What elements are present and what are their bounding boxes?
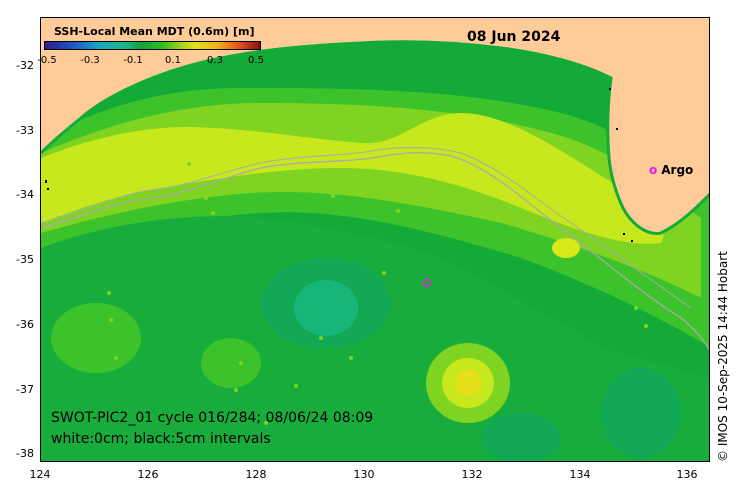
x-tick-label: 136 (676, 468, 698, 481)
y-tick-label: -37 (16, 383, 34, 396)
land-australia (41, 18, 709, 234)
argo-legend-label: Argo (661, 163, 694, 177)
x-tick-label: 132 (461, 468, 483, 481)
colorbar-tick: -0.1 (123, 55, 143, 66)
date-label: 08 Jun 2024 (467, 29, 561, 45)
colorbar-tick: 0.1 (165, 55, 181, 66)
x-tick-label: 128 (245, 468, 267, 481)
field-teal-se (601, 368, 681, 458)
y-tick-label: -38 (16, 447, 34, 460)
field-teal-s (481, 413, 561, 461)
colorbar-tick: -0.3 (80, 55, 100, 66)
colorbar-tick: -0.5 (37, 55, 57, 66)
field-patch-sw (51, 303, 141, 373)
field-yellow-spot-east (552, 238, 580, 258)
y-tick-label: -35 (16, 253, 34, 266)
coast-shelf-edge (41, 40, 709, 235)
isobath-contour-2 (41, 147, 692, 309)
field-patch-w (201, 338, 261, 388)
colorbar: SSH-Local Mean MDT (0.6m) [m] -0.5 -0.3 … (37, 25, 264, 67)
argo-legend: o Argo (649, 163, 693, 177)
x-tick-label: 134 (569, 468, 591, 481)
y-tick-label: -36 (16, 318, 34, 331)
field-deep-south (41, 216, 709, 461)
x-tick-label: 124 (29, 468, 51, 481)
contour-interval-info: white:0cm; black:5cm intervals (51, 431, 271, 447)
ssh-map (41, 18, 709, 461)
colorbar-tick: 0.5 (248, 55, 264, 66)
x-tick-label: 130 (353, 468, 375, 481)
map-plot-area[interactable] (40, 17, 710, 462)
island-specks (45, 88, 633, 242)
field-band-yellowgreen (41, 113, 664, 244)
swot-cycle-info: SWOT-PIC2_01 cycle 016/284; 08/06/24 08:… (51, 410, 374, 426)
argo-float-marker (422, 278, 432, 288)
y-tick-label: -32 (16, 59, 34, 72)
imos-credit: © IMOS 10-Sep-2025 14:44 Hobart (716, 251, 730, 462)
y-tick-label: -34 (16, 188, 34, 201)
y-tick-label: -33 (16, 124, 34, 137)
colorbar-tick: 0.3 (207, 55, 223, 66)
isobath-contour (41, 152, 709, 351)
colorbar-gradient (44, 41, 261, 50)
x-tick-label: 126 (137, 468, 159, 481)
argo-marker-icon: o (649, 163, 658, 177)
field-warm-eddy-core (455, 370, 481, 396)
field-teal-eddy-inner (294, 280, 358, 336)
observation-dots (99, 162, 648, 425)
colorbar-title: SSH-Local Mean MDT (0.6m) [m] (54, 25, 255, 38)
